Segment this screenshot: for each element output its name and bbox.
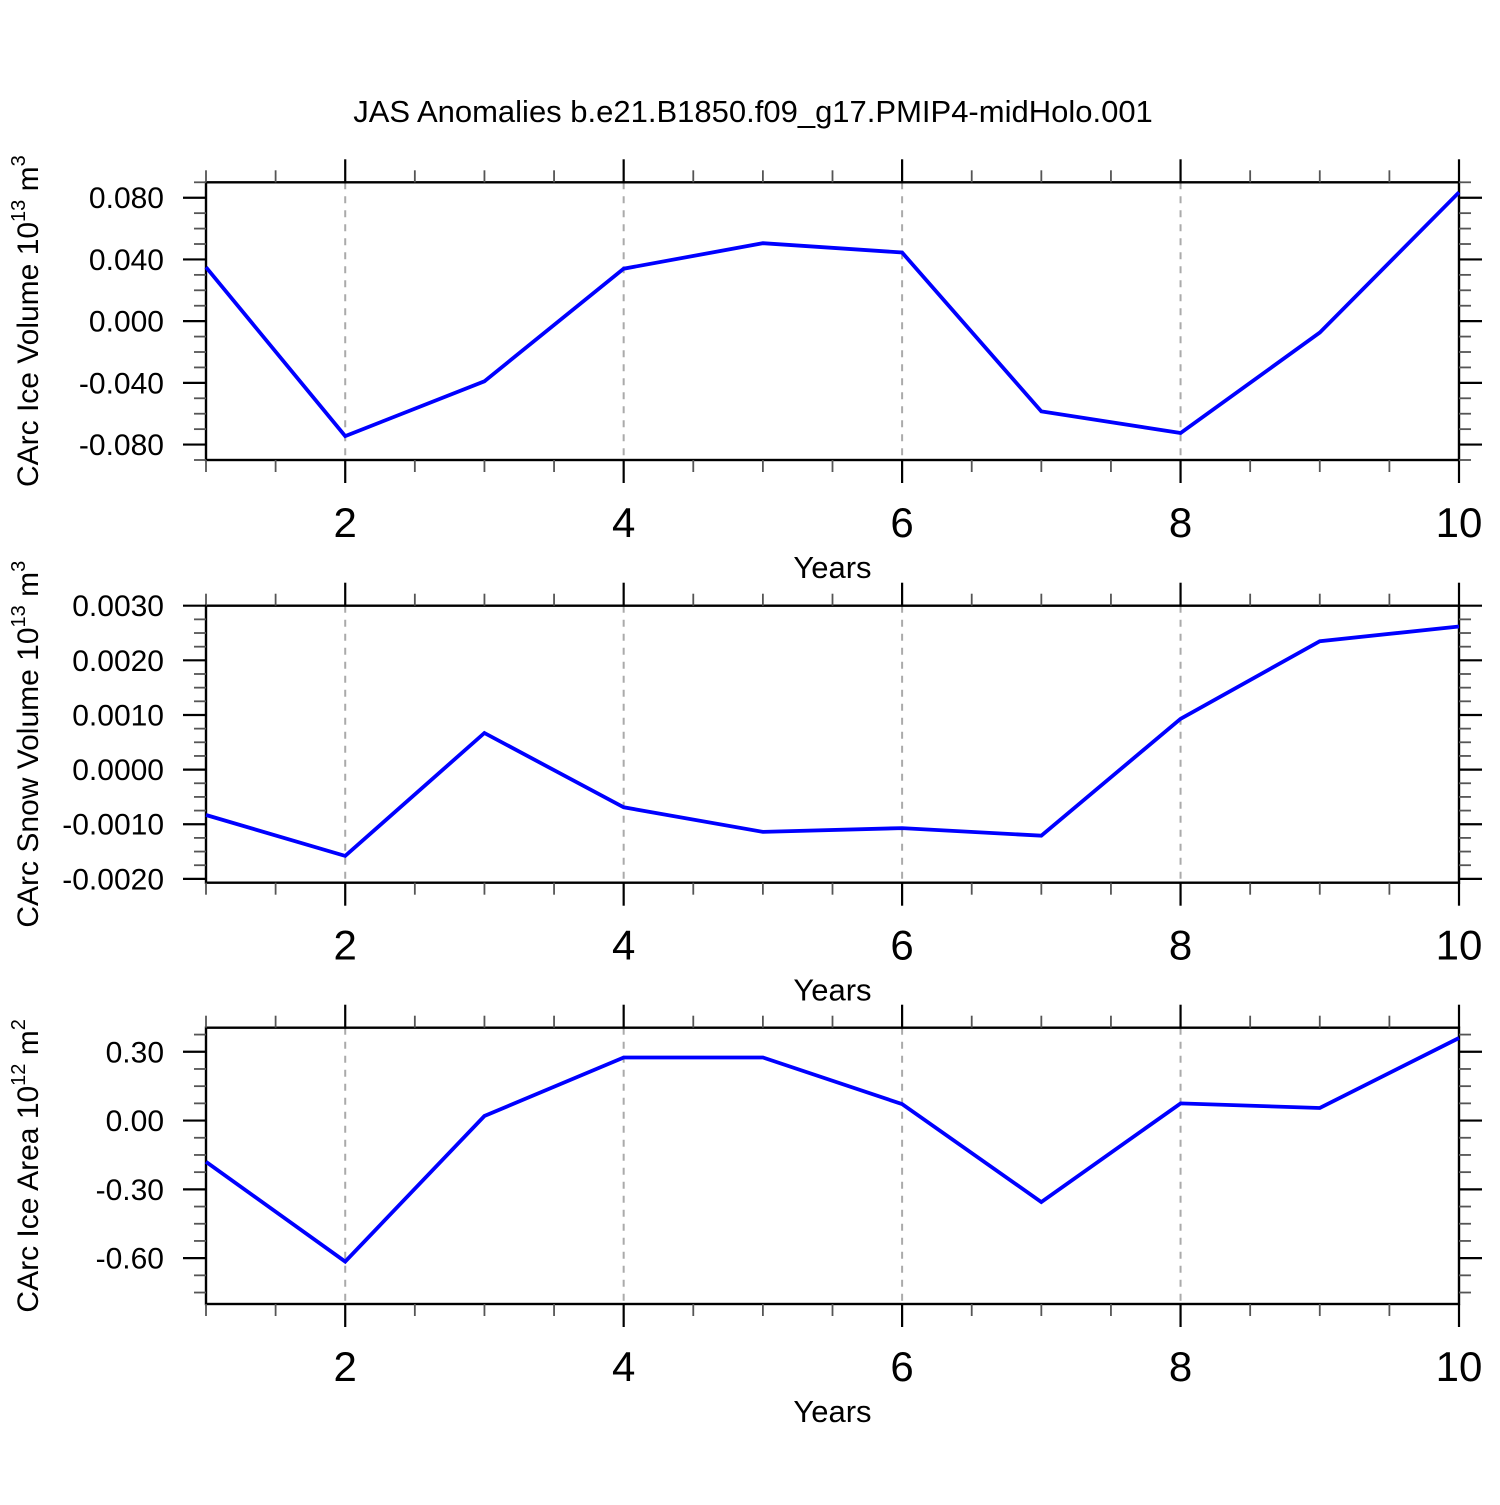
x-axis-title: Years bbox=[793, 1394, 871, 1429]
y-tick-label: -0.040 bbox=[79, 367, 164, 400]
y-tick-label: 0.00 bbox=[106, 1105, 164, 1138]
x-tick-label: 6 bbox=[890, 1343, 913, 1390]
panel-snow-volume-line bbox=[205, 624, 1460, 859]
x-tick-label: 10 bbox=[1436, 499, 1483, 546]
x-tick-label: 10 bbox=[1436, 1343, 1483, 1390]
x-tick-label: 6 bbox=[890, 499, 913, 546]
y-tick-label: 0.0020 bbox=[72, 645, 164, 678]
panel-ice-volume-line bbox=[204, 190, 1461, 439]
y-tick-label: 0.0000 bbox=[72, 754, 164, 787]
x-tick-label: 8 bbox=[1169, 1343, 1192, 1390]
y-tick-label: 0.30 bbox=[106, 1036, 164, 1069]
y-tick-label: -0.0010 bbox=[62, 809, 164, 842]
y-axis-title: CArc Ice Volume 1013 m3 bbox=[8, 155, 45, 487]
x-tick-label: 2 bbox=[334, 922, 357, 969]
y-tick-label: 0.0010 bbox=[72, 699, 164, 732]
panel-snow-volume: 2 4 6 8 10 0.0030 0.0020 0.0010 0.0000 -0.0010 -0.… bbox=[8, 561, 1482, 1008]
x-tick-label: 8 bbox=[1169, 922, 1192, 969]
y-tick-label: -0.0020 bbox=[62, 863, 164, 896]
y-tick-label: 0.0030 bbox=[72, 590, 164, 623]
x-axis-title: Years bbox=[793, 550, 871, 585]
x-tick-label: 4 bbox=[612, 1343, 635, 1390]
y-axis-title: CArc Snow Volume 1013 m3 bbox=[8, 561, 45, 928]
panel-ice-area: 2 4 6 8 10 0.30 0.00 -0.30 -0.60 Years CArc Ice Ar… bbox=[8, 1004, 1483, 1429]
panels-group: 2 4 6 8 10 0.080 0.040 0.000 -0.040 -0.080 Years CA… bbox=[8, 155, 1482, 1429]
plot-frame bbox=[204, 1026, 1461, 1306]
y-axis-title: CArc Ice Area 1012 m2 bbox=[8, 1019, 45, 1312]
x-axis-title: Years bbox=[793, 973, 871, 1008]
x-tick-label: 6 bbox=[890, 922, 913, 969]
figure-title: JAS Anomalies b.e21.B1850.f09_g17.PMIP4-… bbox=[353, 94, 1153, 129]
x-tick-label: 10 bbox=[1436, 922, 1483, 969]
panel-ice-volume: 2 4 6 8 10 0.080 0.040 0.000 -0.040 -0.080 Years CA… bbox=[8, 155, 1482, 585]
y-tick-label: 0.080 bbox=[89, 182, 164, 215]
y-tick-label: -0.080 bbox=[79, 429, 164, 462]
y-tick-label: -0.60 bbox=[96, 1243, 164, 1276]
y-tick-label: -0.30 bbox=[96, 1174, 164, 1207]
x-tick-label: 2 bbox=[334, 1343, 357, 1390]
y-tick-label: 0.000 bbox=[89, 306, 164, 339]
x-tick-label: 4 bbox=[612, 499, 635, 546]
y-tick-label: 0.040 bbox=[89, 244, 164, 277]
x-tick-label: 4 bbox=[612, 922, 635, 969]
panel-ice-area-line bbox=[204, 1036, 1460, 1265]
plot-frame bbox=[204, 604, 1461, 884]
x-tick-label: 2 bbox=[334, 499, 357, 546]
x-tick-label: 8 bbox=[1169, 499, 1192, 546]
